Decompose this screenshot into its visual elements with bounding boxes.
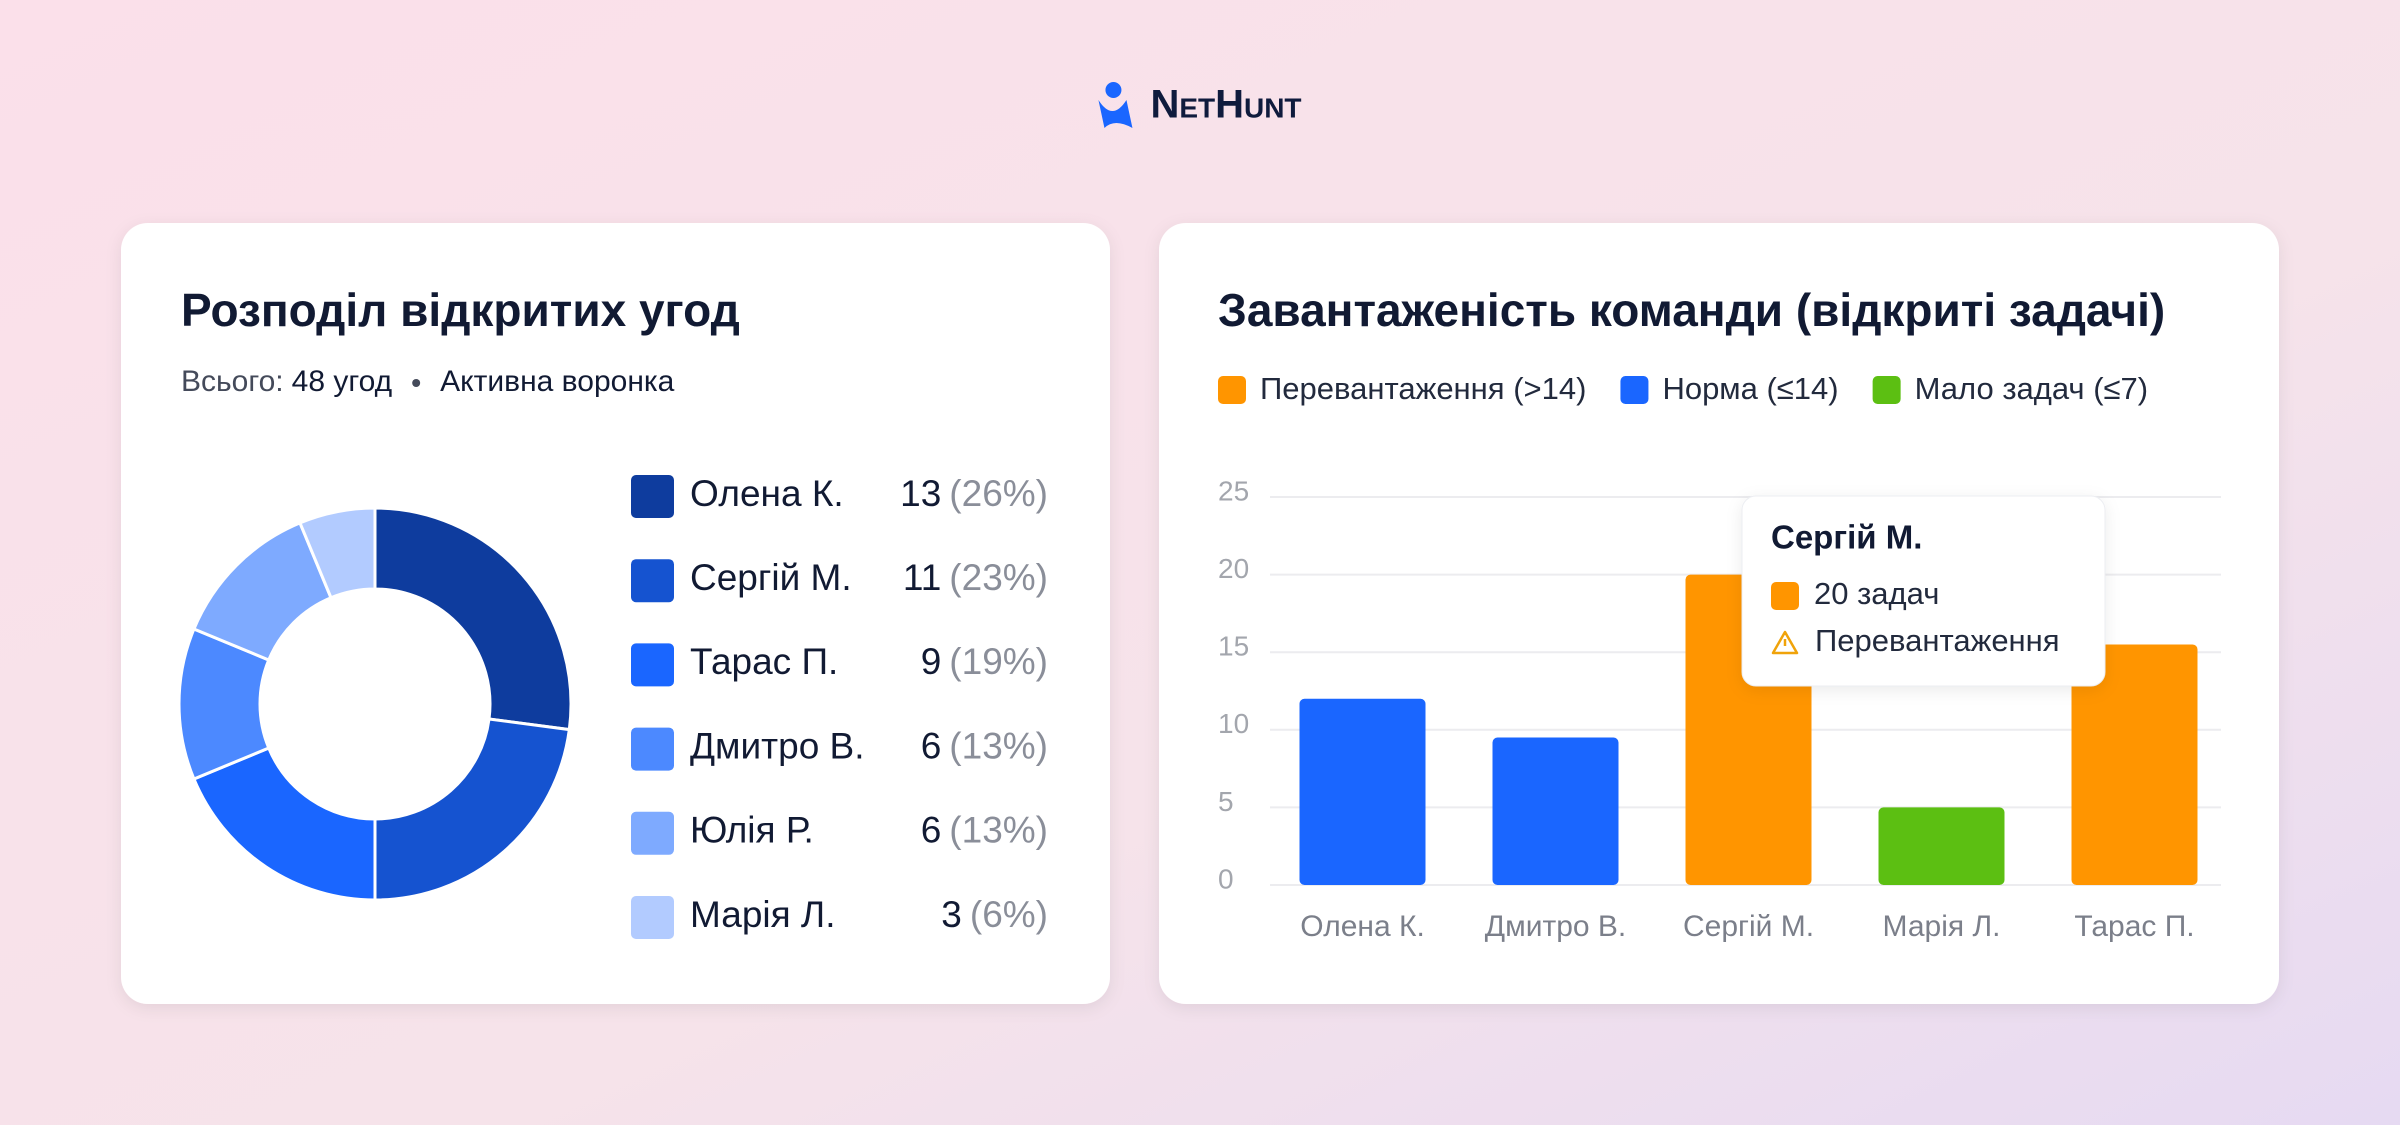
card-title: Розподіл відкритих угод (181, 284, 740, 336)
legend-swatch (631, 559, 674, 603)
legend-swatch (631, 643, 674, 687)
y-tick-label: 25 (1218, 475, 1249, 506)
legend-share: (6%) (970, 894, 1048, 935)
legend-value: 6 (921, 810, 942, 851)
legend-value: 13 (900, 473, 941, 514)
workload-chart: Завантаженість команди (відкриті задачі)… (1218, 284, 2221, 943)
x-tick-label: Сергій М. (1683, 910, 1814, 943)
donut-slice (373, 717, 572, 902)
bar (1878, 807, 2005, 885)
legend-share: (13%) (949, 810, 1048, 851)
tooltip-title: Сергій М. (1771, 519, 1922, 556)
legend-share: (13%) (949, 725, 1048, 766)
legend-label: Марія Л. (690, 894, 836, 935)
subtitle-note: Активна воронка (440, 365, 675, 398)
legend-value: 11 (903, 557, 941, 598)
tooltip-swatch (1771, 582, 1799, 610)
bar (2071, 644, 2198, 885)
legend-swatch (631, 896, 674, 939)
legend-label: Тарас П. (690, 641, 838, 682)
tooltip: Сергій М. 20 задач Перевантаження (1741, 495, 2106, 687)
legend-label: Юлія Р. (690, 810, 814, 851)
legend-share: (23%) (949, 557, 1048, 598)
deals-chart: Розподіл відкритих угод Всього: 48 угод Акт… (177, 284, 1048, 939)
logo-icon-head (1105, 82, 1122, 98)
legend-swatch (1620, 376, 1649, 404)
x-tick-label: Марія Л. (1883, 910, 2001, 943)
subtitle-total: 48 угод (292, 365, 393, 398)
x-tick-label: Тарас П. (2074, 910, 2194, 943)
legend-label: Сергій М. (690, 557, 852, 598)
brand: NetHunt (1150, 83, 1301, 127)
tooltip-box (1741, 495, 2106, 687)
tooltip-status: Перевантаження (1815, 623, 2060, 658)
logo-icon-body (1098, 100, 1133, 128)
y-tick-label: 20 (1218, 553, 1249, 584)
legend-swatch (631, 811, 674, 855)
legend-share: (26%) (949, 473, 1048, 514)
legend-swatch (1218, 376, 1246, 404)
y-tick-label: 5 (1218, 786, 1234, 817)
x-tick-label: Олена К. (1300, 910, 1425, 943)
legend-label: Перевантаження (>14) (1260, 371, 1586, 406)
donut-slice (373, 506, 573, 732)
y-tick-label: 10 (1218, 708, 1249, 739)
card-title: Завантаженість команди (відкриті задачі) (1218, 284, 2165, 336)
legend-label: Норма (≤14) (1662, 371, 1838, 406)
legend-value: 6 (921, 725, 942, 766)
bar (1492, 737, 1619, 885)
legend-label: Мало задач (≤7) (1915, 371, 2148, 406)
legend-swatch (631, 727, 674, 771)
legend-swatch (1872, 376, 1901, 404)
legend-value: 9 (921, 641, 942, 682)
warning-icon (1771, 630, 1799, 655)
y-tick-label: 15 (1218, 631, 1249, 662)
donut-slice (298, 506, 377, 600)
legend-share: (19%) (949, 641, 1048, 682)
y-tick-label: 0 (1218, 863, 1234, 894)
card (121, 223, 1110, 1004)
legend-value: 3 (941, 894, 962, 935)
x-tick-label: Дмитро В. (1485, 910, 1627, 943)
legend-label: Дмитро В. (690, 725, 865, 766)
legend-swatch (631, 475, 674, 518)
separator-dot (412, 379, 421, 387)
logo: NetHunt (1098, 82, 1302, 128)
subtitle-label: Всього: (181, 365, 284, 398)
tooltip-value: 20 задач (1814, 576, 1939, 611)
bar (1299, 698, 1426, 885)
legend-label: Олена К. (690, 473, 844, 514)
